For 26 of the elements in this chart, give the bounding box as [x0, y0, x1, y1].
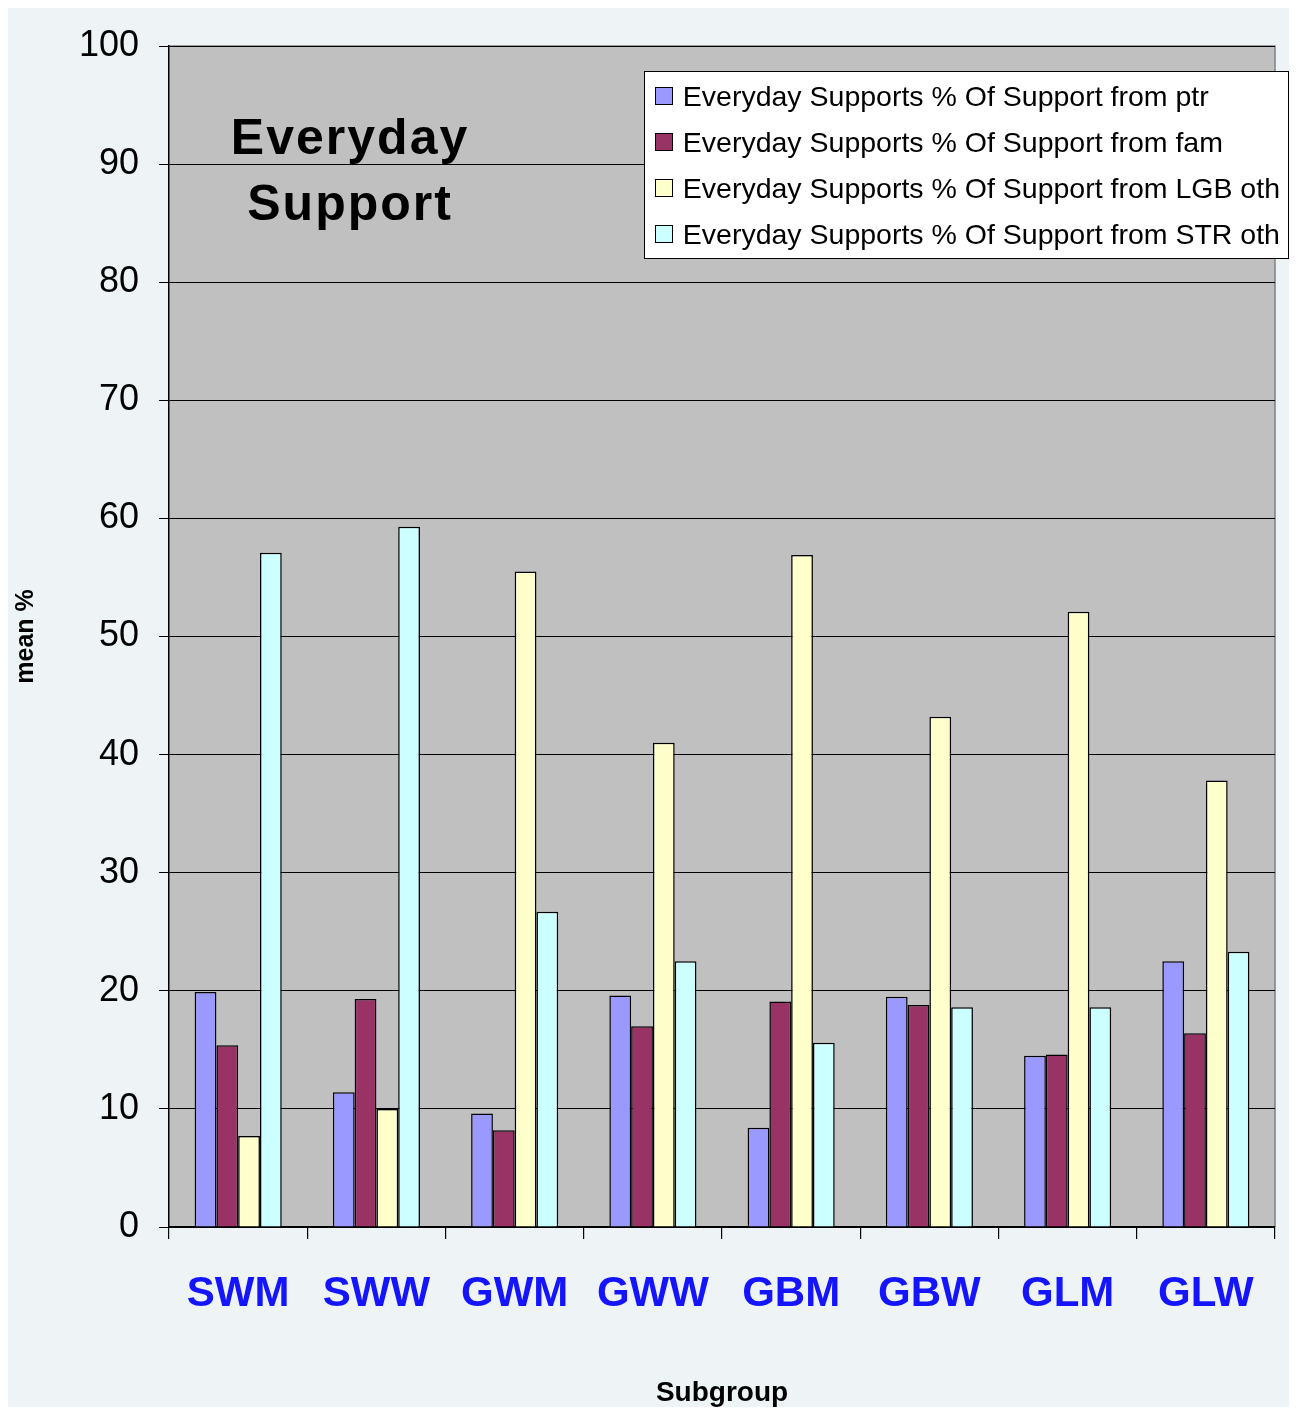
y-tick-label: 60: [99, 495, 140, 537]
y-tick-label: 10: [99, 1085, 140, 1127]
x-tick-label: GBM: [742, 1267, 841, 1315]
y-axis-title: mean %: [10, 589, 39, 684]
x-tick-label: GBW: [878, 1267, 982, 1315]
y-tick-label: 40: [99, 731, 140, 773]
y-tick-label: 80: [99, 259, 140, 301]
y-tick-label: 0: [119, 1203, 140, 1245]
x-axis-title: Subgroup: [655, 1375, 789, 1407]
x-tick-label: GLW: [1158, 1267, 1255, 1315]
y-tick-label: 100: [78, 22, 140, 64]
legend-label: Everyday Supports % Of Support from fam: [682, 125, 1223, 159]
text: Everyday Support: [229, 108, 471, 233]
y-tick-label: 50: [99, 613, 140, 655]
x-tick-label: SWM: [186, 1267, 290, 1315]
x-tick-label: GWM: [461, 1267, 569, 1315]
y-tick-label: 30: [99, 849, 140, 891]
x-tick-label: SWW: [322, 1267, 431, 1315]
legend-label: Everyday Supports % Of Support from STR oth: [682, 217, 1280, 251]
legend-label: Everyday Supports % Of Support from ptr: [682, 79, 1209, 113]
y-tick-label: 90: [99, 141, 140, 183]
x-tick-label: GLM: [1020, 1267, 1115, 1315]
legend-label: Everyday Supports % Of Support from LGB oth: [682, 171, 1280, 205]
x-tick-label: GWW: [596, 1267, 710, 1315]
y-tick-label: 20: [99, 967, 140, 1009]
y-tick-label: 70: [99, 377, 140, 419]
